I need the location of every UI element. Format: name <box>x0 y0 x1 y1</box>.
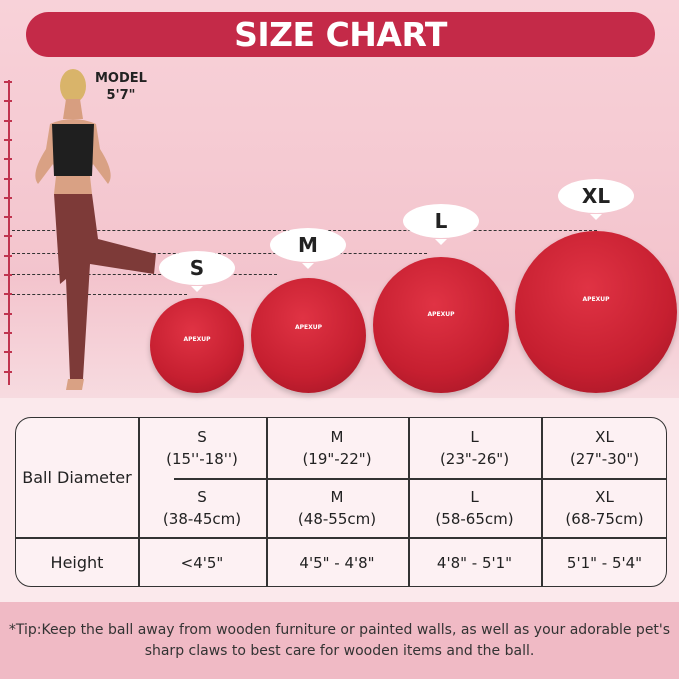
cell-text: M <box>330 488 344 506</box>
brand-logo: APEXUP <box>582 295 610 303</box>
cell-text: 4'5" - 4'8" <box>299 553 375 572</box>
cell-text: L <box>470 428 479 446</box>
ruler-tick <box>4 100 12 103</box>
model-label: MODEL 5'7" <box>95 70 147 104</box>
ball-m: APEXUP <box>251 278 366 393</box>
cell-text: (23"-26") <box>439 450 510 468</box>
brand-logo: APEXUP <box>183 336 211 343</box>
row-label-diameter: Ball Diameter <box>22 467 132 487</box>
model-title: MODEL <box>95 71 147 86</box>
ruler-tick <box>4 351 12 354</box>
cell-text: L <box>470 488 479 506</box>
bubble-xl: XL <box>558 179 634 220</box>
ruler-tick <box>4 235 12 238</box>
cell-text: (48-55cm) <box>297 510 377 528</box>
ruler-tick <box>4 216 12 219</box>
cell-cm: L (58-65cm) <box>408 479 541 537</box>
cell-text: (27"-30") <box>569 450 640 468</box>
ball-xl: APEXUP <box>515 231 677 393</box>
cell-text: <4'5" <box>180 553 224 572</box>
cell-cm: XL (68-75cm) <box>541 479 666 537</box>
bubble-m: M <box>270 228 346 269</box>
cell-inches: L (23"-26") <box>408 418 541 478</box>
cell-text: S <box>197 488 207 506</box>
ruler-tick <box>4 138 12 141</box>
cell-height: <4'5" <box>138 538 266 586</box>
ruler-tick <box>4 254 12 257</box>
bubble-s: S <box>159 251 235 292</box>
brand-logo: APEXUP <box>294 324 323 331</box>
ruler-tick <box>4 119 12 122</box>
cell-text: S <box>197 428 207 446</box>
cell-height: 5'1" - 5'4" <box>541 538 666 586</box>
cell-cm: M (48-55cm) <box>266 479 408 537</box>
cell-text: (15''-18'') <box>166 450 238 468</box>
cell-text: M <box>330 428 344 446</box>
cell-text: (58-65cm) <box>435 510 514 528</box>
ball-s: APEXUP <box>150 298 244 393</box>
ruler-tick <box>4 81 12 83</box>
cell-text: XL <box>595 488 614 506</box>
cell-text: (68-75cm) <box>565 510 644 528</box>
cell-inches: XL (27"-30") <box>541 418 666 478</box>
ruler-tick <box>4 158 12 161</box>
size-table: Ball Diameter Height S (15''-18'') S (38-45… <box>15 417 667 587</box>
model-height: 5'7" <box>106 88 136 103</box>
title-banner: SIZE CHART <box>26 12 655 57</box>
ruler-tick <box>4 293 12 296</box>
ball-l: APEXUP <box>373 257 509 393</box>
tip-text: *Tip:Keep the ball away from wooden furn… <box>0 602 679 679</box>
s-height-line <box>12 294 187 295</box>
cell-inches: M (19"-22") <box>266 418 408 478</box>
row-label-height: Height <box>50 552 104 572</box>
ruler-tick <box>4 312 12 315</box>
ruler-tick <box>4 196 12 199</box>
m-height-line <box>12 274 277 275</box>
cell-text: 4'8" - 5'1" <box>436 553 513 572</box>
ruler-tick <box>4 274 12 276</box>
brand-logo: APEXUP <box>427 311 455 319</box>
height-ruler <box>8 80 10 385</box>
cell-text: (38-45cm) <box>162 510 242 528</box>
cell-height: 4'8" - 5'1" <box>408 538 541 586</box>
cell-text: (19"-22") <box>302 450 372 468</box>
cell-inches: S (15''-18'') <box>138 418 266 478</box>
cell-height: 4'5" - 4'8" <box>266 538 408 586</box>
ruler-tick <box>4 331 12 334</box>
cell-cm: S (38-45cm) <box>138 479 266 537</box>
cell-text: XL <box>595 428 614 446</box>
ruler-tick <box>4 177 12 180</box>
model-figure <box>35 69 156 390</box>
bubble-l: L <box>403 204 479 245</box>
size-visual: SIZE CHART MODEL 5'7" APEXUP APEXUP APEX… <box>0 0 679 398</box>
ruler-tick <box>4 370 12 373</box>
cell-text: 5'1" - 5'4" <box>566 553 643 572</box>
